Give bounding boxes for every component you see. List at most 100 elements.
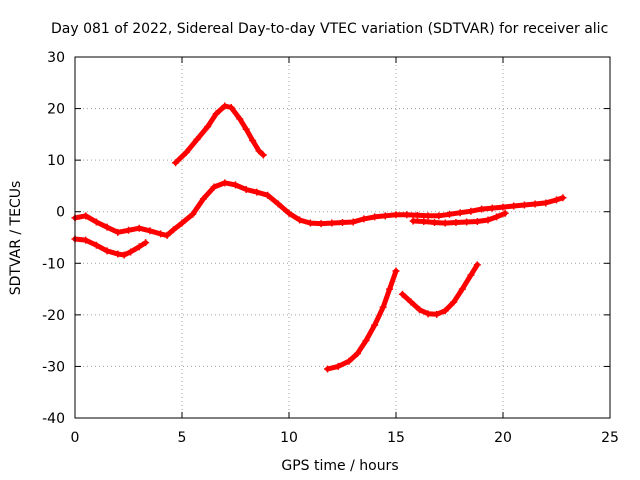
data-point — [371, 321, 379, 329]
data-point — [178, 219, 186, 227]
data-point — [242, 186, 250, 194]
data-point — [285, 209, 293, 217]
data-point — [163, 231, 171, 239]
data-point — [467, 271, 475, 279]
data-point — [199, 195, 207, 203]
data-point — [135, 224, 143, 232]
data-point — [499, 203, 507, 211]
data-point — [255, 147, 263, 155]
chart-title: Day 081 of 2022, Sidereal Day-to-day VTE… — [51, 21, 608, 37]
data-point — [398, 290, 406, 298]
data-point — [553, 196, 560, 204]
plot-frame — [74, 56, 611, 419]
data-point — [381, 212, 389, 220]
data-point — [458, 285, 466, 293]
data-point — [420, 218, 428, 226]
data-point — [424, 212, 432, 220]
data-point — [409, 217, 417, 225]
data-point — [204, 123, 212, 131]
y-axis-label: SDTVAR / TECUs — [8, 181, 24, 296]
x-tick-label: 10 — [280, 430, 298, 446]
data-point — [431, 219, 439, 227]
data-point — [467, 207, 475, 215]
data-point — [392, 267, 400, 275]
data-point — [424, 310, 432, 318]
data-point — [450, 298, 458, 306]
data-point — [120, 251, 128, 259]
data-point — [413, 211, 421, 219]
data-point — [478, 205, 486, 213]
data-point — [353, 350, 361, 358]
data-point — [473, 218, 481, 226]
data-point — [127, 248, 135, 256]
data-point — [210, 183, 218, 191]
data-point — [182, 148, 190, 156]
data-point — [172, 159, 180, 167]
data-point — [403, 211, 411, 219]
series-track-c — [172, 102, 267, 167]
data-point — [169, 226, 177, 234]
grid — [75, 57, 610, 418]
data-point — [221, 179, 229, 187]
y-tick-label: 20 — [47, 102, 65, 118]
data-point — [334, 362, 342, 370]
data-point — [306, 219, 314, 227]
series-track-b — [71, 235, 150, 259]
series-track-d — [324, 267, 400, 373]
series-line — [173, 103, 266, 166]
data-point — [416, 306, 424, 314]
data-point — [441, 219, 449, 227]
data-point — [114, 228, 122, 236]
series-track-a — [71, 179, 567, 239]
data-point — [157, 230, 165, 238]
data-point — [345, 357, 353, 365]
data-point — [242, 125, 250, 133]
axis-ticks: 0 5 10 15 20 25 30 20 10 0 -10 -20 -30 -40 — [42, 50, 619, 446]
data-point — [125, 226, 132, 234]
data-point — [473, 261, 481, 269]
data-point — [379, 303, 387, 311]
data-point — [407, 298, 415, 306]
data-point — [488, 204, 496, 212]
data-point — [274, 200, 282, 208]
data-point — [193, 136, 201, 144]
data-point — [362, 337, 370, 345]
data-point — [328, 219, 336, 227]
data-point — [452, 219, 460, 227]
x-tick-label: 15 — [387, 430, 405, 446]
y-tick-label: -10 — [42, 256, 65, 272]
series-line — [410, 210, 508, 226]
data-point — [189, 210, 197, 218]
series-line — [325, 268, 399, 372]
data-point — [82, 236, 90, 244]
data-point — [435, 212, 443, 220]
data-point — [221, 102, 229, 110]
data-point — [324, 365, 332, 373]
data-point — [135, 243, 143, 251]
y-tick-label: -20 — [42, 308, 65, 324]
y-tick-label: -40 — [42, 411, 65, 427]
data-point — [103, 247, 111, 255]
data-point — [264, 191, 272, 199]
data-point — [559, 194, 567, 202]
data-point — [392, 211, 400, 219]
data-series — [71, 102, 567, 373]
data-point — [360, 215, 368, 223]
data-point — [484, 216, 492, 224]
data-point — [227, 104, 235, 112]
y-tick-label: 0 — [56, 205, 65, 221]
y-tick-label: -30 — [42, 359, 65, 375]
data-point — [510, 202, 518, 210]
data-point — [339, 219, 346, 227]
data-point — [463, 218, 471, 226]
data-point — [146, 227, 154, 235]
data-point — [456, 209, 464, 217]
data-point — [236, 115, 244, 123]
x-tick-label: 25 — [601, 430, 619, 446]
data-point — [212, 110, 220, 118]
data-point — [103, 223, 111, 231]
x-tick-label: 5 — [178, 430, 187, 446]
data-point — [92, 218, 100, 226]
x-axis-label: GPS time / hours — [281, 458, 398, 474]
series-track-f — [409, 209, 509, 227]
